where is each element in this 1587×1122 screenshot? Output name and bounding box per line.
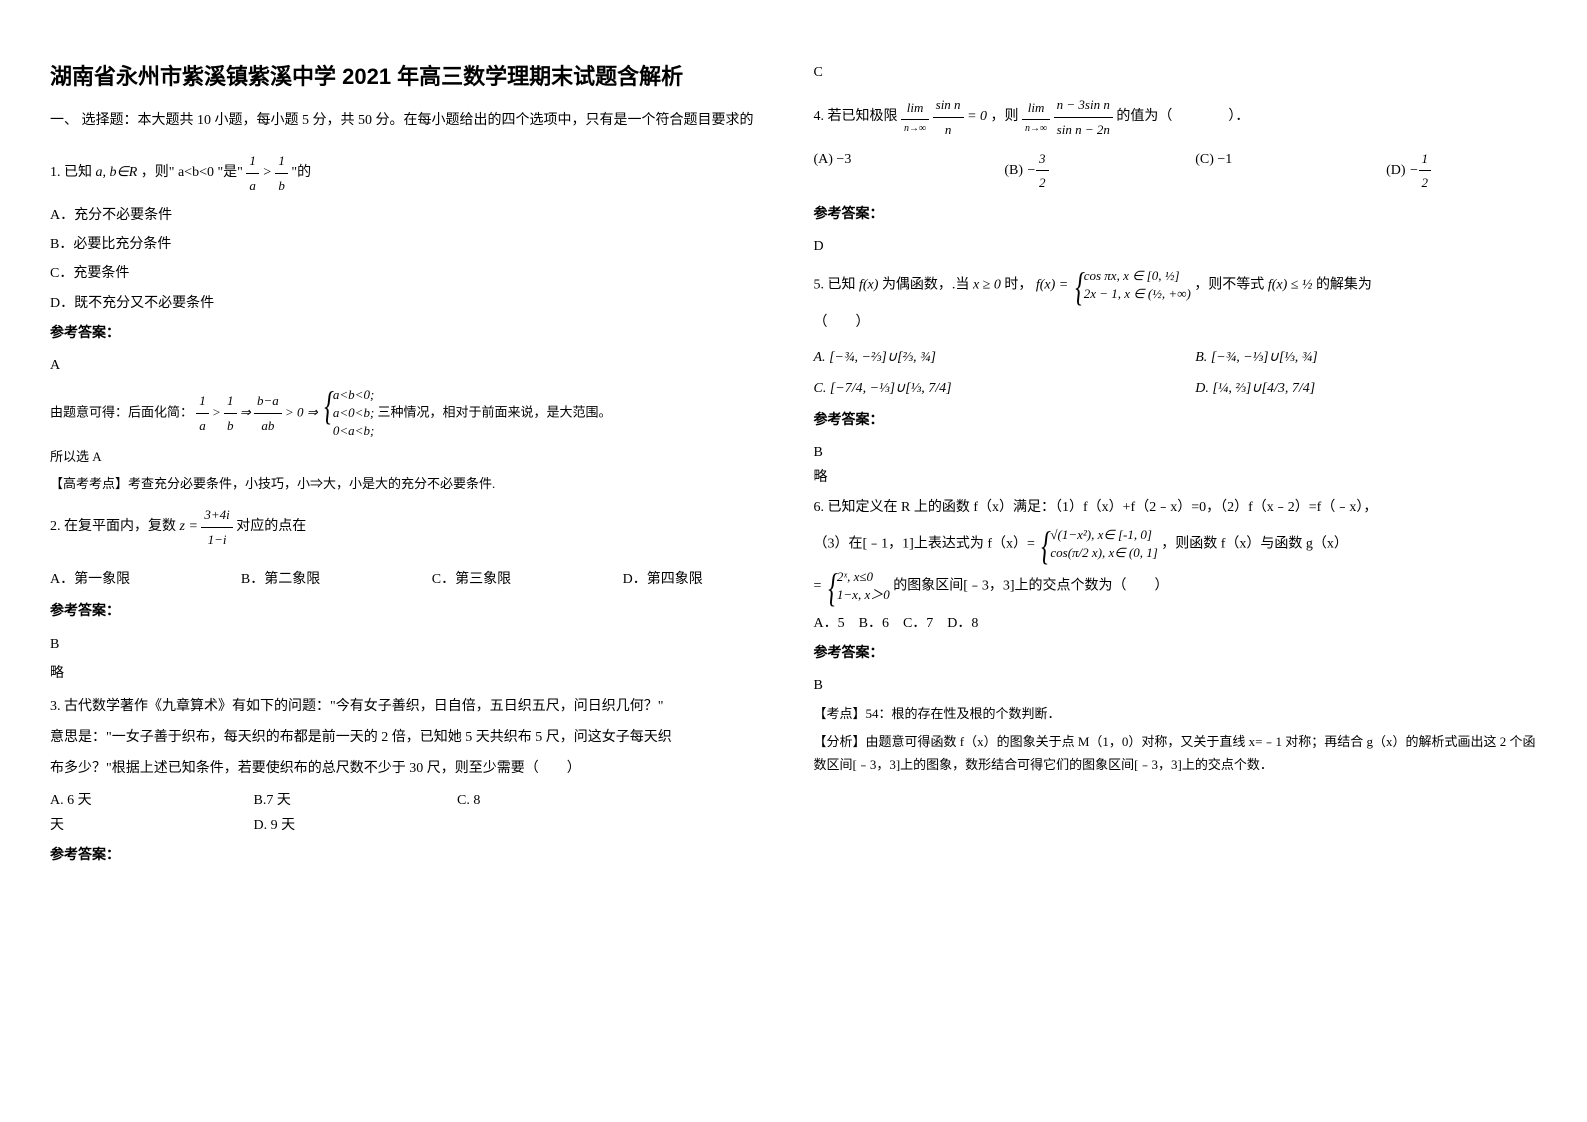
q1-optB: B．必要比充分条件 (50, 232, 774, 257)
q6-explain1: 【考点】54：根的存在性及根的个数判断． (814, 702, 1538, 725)
q5-options-row1: A. [−¾, −⅔]∪[⅔, ¾] B. [−¾, −⅓]∪[⅓, ¾] (814, 345, 1538, 370)
q1-optD: D．既不充分又不必要条件 (50, 291, 774, 316)
q3-line2: 意思是："一女子善于织布，每天织的布都是前一天的 2 倍，已知她 5 天共织布 … (50, 725, 774, 750)
q4-answer: D (814, 234, 1538, 259)
q2-explain: 略 (50, 661, 774, 686)
left-column: 湖南省永州市紫溪镇紫溪中学 2021 年高三数学理期末试题含解析 一、 选择题：… (50, 60, 774, 1062)
q6-line1: 6. 已知定义在 R 上的函数 f（x）满足：（1）f（x）+f（2﹣x）=0，… (814, 495, 1538, 520)
q6-answer-label: 参考答案： (814, 640, 1538, 665)
q4: 4. 若已知极限 limn→∞ sin nn = 0 ，则 limn→∞ n −… (814, 93, 1538, 141)
section-header: 一、 选择题：本大题共 10 小题，每小题 5 分，共 50 分。在每小题给出的… (50, 108, 774, 133)
q5-explain: 略 (814, 465, 1538, 490)
q5-options-row2: C. [−7/4, −⅓]∪[⅓, 7/4] D. [¼, ⅔]∪[4/3, 7… (814, 376, 1538, 401)
q6-options: A．5 B．6 C．7 D．8 (814, 611, 1538, 636)
q1-stem-post1: ，则" a<b<0 "是" (141, 165, 243, 180)
q5-answer: B (814, 440, 1538, 465)
q6-line2: （3）在[﹣1，1]上表达式为 f（x）= √(1−x²), x∈ [-1, 0… (814, 526, 1538, 562)
q2-options: A．第一象限 B．第二象限 C．第三象限 D．第四象限 (50, 567, 774, 592)
right-column: C 4. 若已知极限 limn→∞ sin nn = 0 ，则 limn→∞ n… (814, 60, 1538, 1062)
q6-explain2: 【分析】由题意可得函数 f（x）的图象关于点 M（1，0）对称，又关于直线 x=… (814, 730, 1538, 777)
q1-optC: C．充要条件 (50, 261, 774, 286)
q1-explain3: 【高考考点】考查充分必要条件，小技巧，小⇒大，小是大的充分不必要条件. (50, 472, 774, 495)
q4-answer-label: 参考答案： (814, 201, 1538, 226)
page-title: 湖南省永州市紫溪镇紫溪中学 2021 年高三数学理期末试题含解析 (50, 60, 774, 93)
q2-answer: B (50, 632, 774, 657)
q1-answer-label: 参考答案： (50, 320, 774, 345)
q3-line1: 3. 古代数学著作《九章算术》有如下的问题："今有女子善织，日自倍，五日织五尺，… (50, 694, 774, 719)
q2-answer-label: 参考答案： (50, 598, 774, 623)
q3-line3: 布多少？"根据上述已知条件，若要使织布的总尺数不少于 30 尺，则至少需要（ ） (50, 756, 774, 781)
q2: 2. 在复平面内，复数 z = 3+4i1−i 对应的点在 (50, 503, 774, 551)
q5: 5. 已知 f(x) 为偶函数，.当 x ≥ 0 时， f(x) = cos π… (814, 267, 1538, 303)
q6-line3: = 2ˣ, x≤0 1−x, x＞0 的图象区间[﹣3，3]上的交点个数为（ ） (814, 568, 1538, 604)
q1-explain2: 所以选 A (50, 445, 774, 468)
q1-stem-post2: "的 (291, 165, 311, 180)
q1-optA: A．充分不必要条件 (50, 203, 774, 228)
q1-ab: a, b∈R (96, 165, 138, 180)
q3-answer-label: 参考答案： (50, 842, 774, 867)
q4-options: (A) −3 (B) −32 (C) −1 (D) −12 (814, 147, 1538, 195)
q1: 1. 已知 a, b∈R ，则" a<b<0 "是" 1a > 1b "的 (50, 149, 774, 197)
q1-stem-pre: 1. 已知 (50, 165, 92, 180)
q3-options: A. 6 天 B.7 天 C. 8 (50, 788, 774, 813)
q6-answer: B (814, 673, 1538, 698)
q5-answer-label: 参考答案： (814, 407, 1538, 432)
q3-answer: C (814, 60, 1538, 85)
q1-explain: 由题意可得：后面化简： 1a > 1b ⇒ b−aab > 0 ⇒ a<b<0;… (50, 386, 774, 441)
q1-answer: A (50, 353, 774, 378)
